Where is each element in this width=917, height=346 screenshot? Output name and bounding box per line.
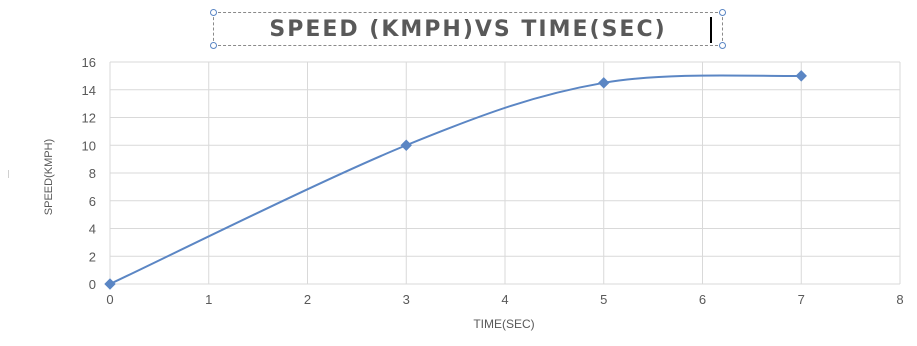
x-tick-label: 1 xyxy=(205,292,212,307)
x-tick-label: 6 xyxy=(699,292,706,307)
x-tick-label: 4 xyxy=(501,292,508,307)
resize-handle-bottom-right[interactable] xyxy=(719,42,726,49)
x-axis-label: TIME(SEC) xyxy=(473,317,534,331)
x-tick-label: 5 xyxy=(600,292,607,307)
data-point-marker xyxy=(795,70,807,82)
resize-handle-top-left[interactable] xyxy=(210,9,217,16)
gridlines xyxy=(109,61,901,285)
series-line xyxy=(109,74,802,285)
chart-title-box[interactable]: SPEED (KMPH)VS TIME(SEC) xyxy=(210,9,726,49)
y-axis-label: SPEED(KMPH) xyxy=(43,139,55,215)
y-tick-label: 16 xyxy=(82,55,96,70)
y-tick-label: 8 xyxy=(89,166,96,181)
edge-marker xyxy=(8,170,9,178)
data-point-marker xyxy=(598,77,610,89)
resize-handle-bottom-left[interactable] xyxy=(210,42,217,49)
series-layer xyxy=(104,70,807,290)
y-tick-label: 10 xyxy=(82,138,96,153)
resize-handle-top-right[interactable] xyxy=(719,9,726,16)
y-tick-label: 12 xyxy=(82,111,96,126)
x-tick-label: 3 xyxy=(403,292,410,307)
data-point-marker xyxy=(104,278,116,290)
y-tick-label: 4 xyxy=(89,222,96,237)
y-tick-label: 0 xyxy=(89,277,96,292)
text-cursor xyxy=(710,17,712,43)
y-tick-labels: 0 2 4 6 8 10 12 14 16 xyxy=(82,55,96,292)
data-point-marker xyxy=(400,139,412,151)
x-tick-labels: 0 1 2 3 4 5 6 7 8 xyxy=(106,292,903,307)
x-tick-label: 0 xyxy=(106,292,113,307)
x-tick-label: 7 xyxy=(798,292,805,307)
chart-title[interactable]: SPEED (KMPH)VS TIME(SEC) xyxy=(269,16,667,42)
y-tick-label: 6 xyxy=(89,194,96,209)
y-tick-label: 2 xyxy=(89,249,96,264)
y-tick-label: 14 xyxy=(82,83,96,98)
x-tick-label: 2 xyxy=(304,292,311,307)
x-tick-label: 8 xyxy=(896,292,903,307)
